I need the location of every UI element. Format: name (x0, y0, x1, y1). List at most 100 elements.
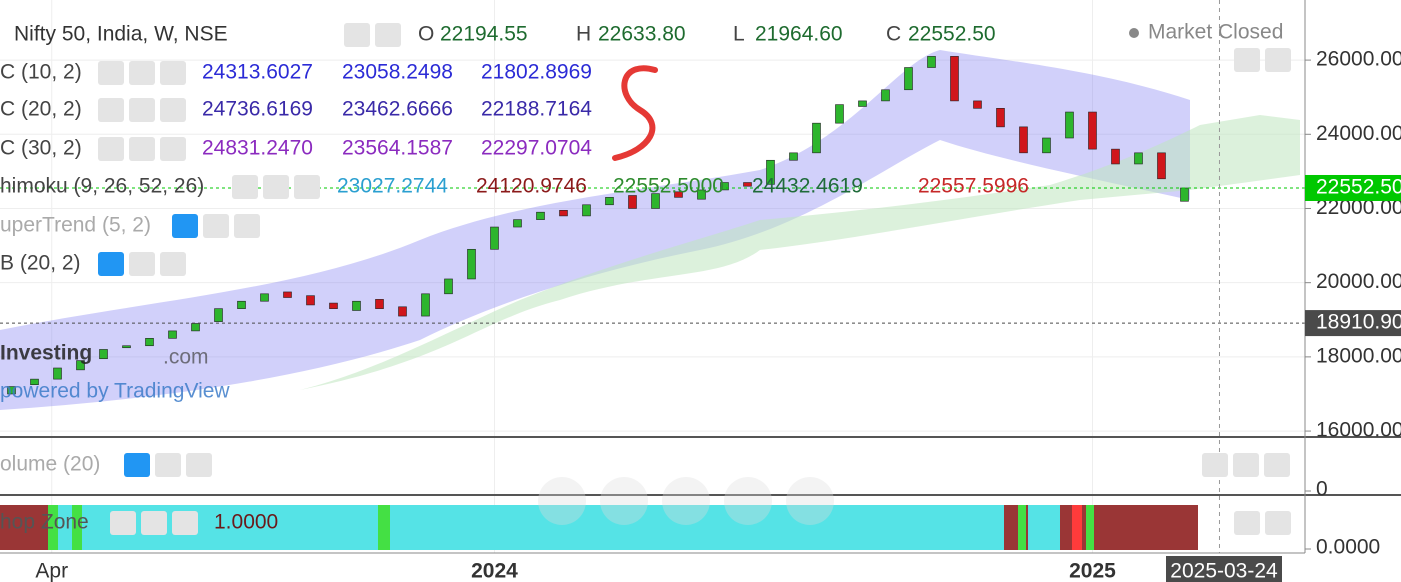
y-tick-label: 20000.00 (1316, 270, 1401, 293)
ohlc-label: L (733, 23, 745, 46)
indicator-name: uperTrend (5, 2) (0, 214, 151, 237)
candle-body (99, 349, 108, 360)
chop-cyan (0, 505, 1198, 550)
visibility-toggle[interactable] (98, 252, 124, 276)
icon-button[interactable] (1233, 453, 1259, 477)
icon-button[interactable] (129, 98, 155, 122)
indicator-value: 21802.8969 (481, 61, 592, 84)
watermark-powered: powered by TradingView (0, 380, 230, 403)
chop-red (1060, 505, 1198, 550)
visibility-toggle[interactable] (124, 453, 150, 477)
indicator-name: himoku (9, 26, 52, 26) (0, 175, 204, 198)
icon-button[interactable] (234, 214, 260, 238)
icon-button[interactable] (155, 453, 181, 477)
icon-button[interactable] (263, 175, 289, 199)
icon-button[interactable] (141, 511, 167, 535)
chop-bright-red (1072, 505, 1082, 550)
indicator-value: 22188.7164 (481, 98, 592, 121)
zoom-out[interactable] (600, 477, 648, 525)
candle-body (1065, 111, 1074, 139)
candle-body (835, 104, 844, 124)
candle-body (904, 67, 913, 91)
y-tick-label: 16000.00 (1316, 419, 1401, 442)
ohlc-value: 21964.60 (755, 23, 843, 46)
hand-drawn-s (612, 65, 658, 161)
chop-name: hop Zone (0, 511, 89, 534)
icon-button[interactable] (98, 98, 124, 122)
ohlc-label: H (576, 23, 591, 46)
icon-button[interactable] (172, 511, 198, 535)
ohlc-value: 22633.80 (598, 23, 686, 46)
icon-button[interactable] (1234, 511, 1260, 535)
chop-y-tick-label: 0.0000 (1316, 536, 1380, 559)
icon-button[interactable] (1234, 48, 1260, 72)
candle-body (927, 56, 936, 68)
icon-button[interactable] (1265, 511, 1291, 535)
watermark-suffix: .com (163, 346, 209, 369)
indicator-value: 22557.5996 (918, 175, 1029, 198)
chop-green (1086, 505, 1094, 550)
icon-button[interactable] (160, 98, 186, 122)
chop-zone-strip (0, 505, 1198, 550)
candle-body (1019, 126, 1028, 154)
band-cloud (0, 50, 1190, 410)
candle-body (421, 293, 430, 317)
candle-body (1180, 187, 1189, 202)
candle-body (122, 345, 131, 349)
indicator-value: 23058.2498 (342, 61, 453, 84)
y-tick-label: 24000.00 (1316, 122, 1401, 145)
candle-body (398, 306, 407, 317)
candle-body (720, 182, 729, 191)
price-label-box (1305, 310, 1401, 337)
scroll-left[interactable] (538, 477, 586, 525)
icon-button[interactable] (232, 175, 258, 199)
icon-button[interactable] (375, 23, 401, 47)
candle-body (973, 100, 982, 109)
icon-button[interactable] (129, 252, 155, 276)
icon-button[interactable] (110, 511, 136, 535)
candle-body (1088, 111, 1097, 150)
icon-button[interactable] (160, 252, 186, 276)
icon-button[interactable] (98, 61, 124, 85)
icon-button[interactable] (129, 137, 155, 161)
icon-button[interactable] (98, 137, 124, 161)
candle-body (76, 360, 85, 371)
icon-button[interactable] (294, 175, 320, 199)
icon-button[interactable] (344, 23, 370, 47)
candle-body (145, 338, 154, 347)
icon-button[interactable] (186, 453, 212, 477)
visibility-toggle[interactable] (172, 214, 198, 238)
candle-body (697, 189, 706, 200)
candle-body (789, 152, 798, 161)
volume-name: olume (20) (0, 453, 100, 476)
zoom-controls (538, 477, 834, 525)
x-tick-label: 2024 (471, 560, 518, 582)
title: Nifty 50, India, W, NSE (14, 23, 228, 46)
scroll-right[interactable] (786, 477, 834, 525)
y-tick-label: 22000.00 (1316, 196, 1401, 219)
icon-button[interactable] (1264, 453, 1290, 477)
icon-button[interactable] (1202, 453, 1228, 477)
candle-body (1157, 152, 1166, 180)
status-dot (1129, 28, 1139, 38)
reset[interactable] (662, 477, 710, 525)
market-status: Market Closed (1148, 21, 1283, 44)
icon-button[interactable] (160, 61, 186, 85)
icon-button[interactable] (160, 137, 186, 161)
candle-body (766, 159, 775, 185)
indicator-name: B (20, 2) (0, 252, 81, 275)
candle-body (674, 191, 683, 198)
chop-red (0, 505, 48, 550)
volume-y-tick-label: 0 (1316, 478, 1328, 501)
icon-button[interactable] (129, 61, 155, 85)
candle-body (605, 197, 614, 206)
chop-green (72, 505, 82, 550)
zoom-in[interactable] (724, 477, 772, 525)
icon-button[interactable] (203, 214, 229, 238)
candle-body (536, 211, 545, 220)
icon-button[interactable] (1265, 48, 1291, 72)
candle-body (559, 210, 568, 217)
candle-body (1042, 137, 1051, 154)
